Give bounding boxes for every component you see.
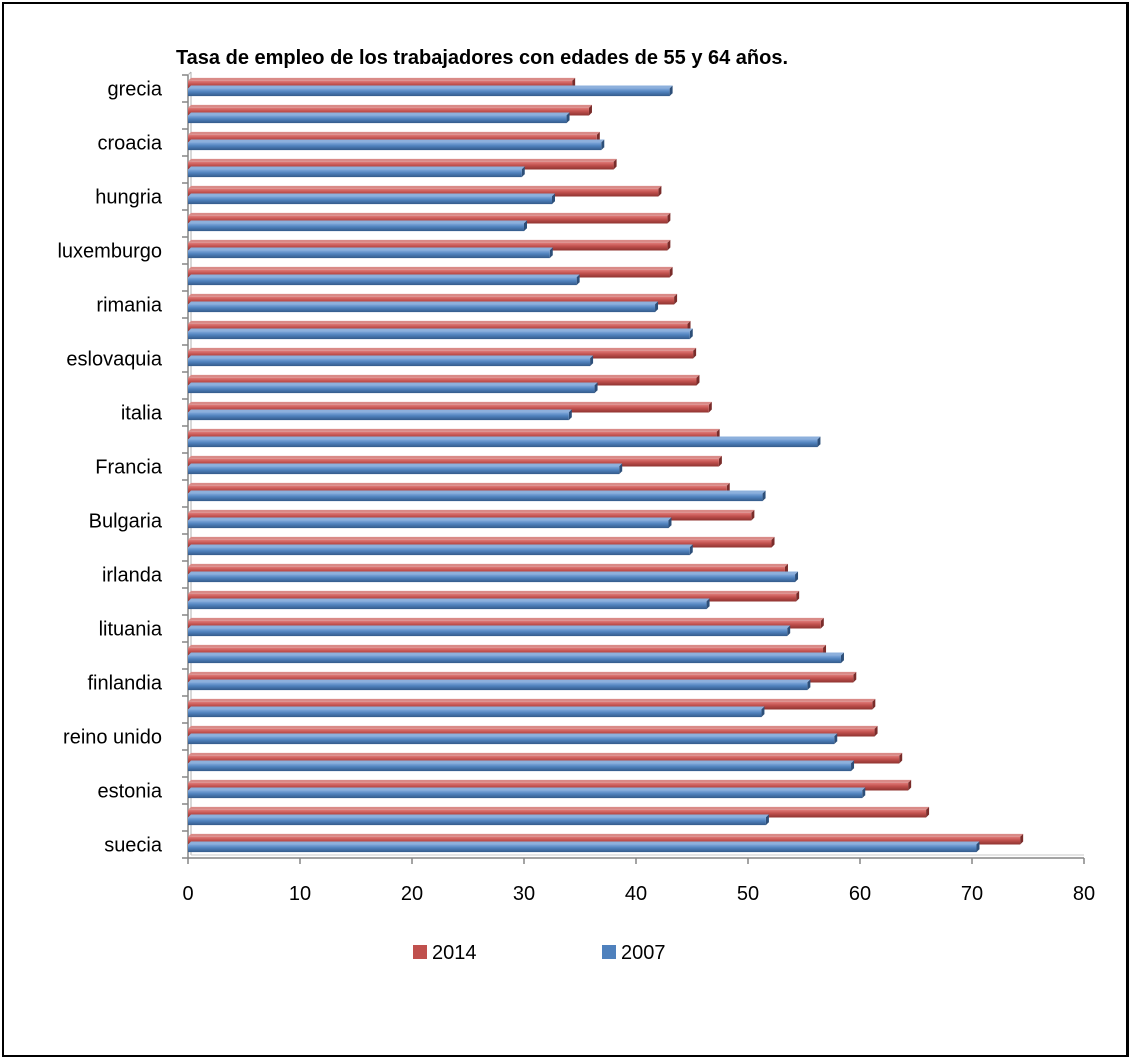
legend-label: 2014 — [432, 942, 477, 964]
bar-2007-17 — [188, 544, 693, 556]
bar-2014-27 — [188, 806, 930, 818]
bar-2007-5 — [188, 220, 527, 232]
bar-2007-21 — [188, 652, 844, 664]
bar-2014-12 — [188, 401, 712, 413]
bar-2007-12 — [188, 409, 572, 421]
bar-2014-22 — [188, 671, 857, 683]
legend-swatch — [602, 945, 616, 959]
legend: 2014 2007 — [413, 942, 666, 964]
bar-2007-4 — [188, 193, 555, 205]
bar-2007-8 — [188, 301, 659, 313]
bar-2007-7 — [188, 274, 580, 286]
bar-2014-8 — [188, 293, 678, 305]
category-label: grecia — [108, 79, 163, 101]
category-label: croacia — [98, 133, 163, 155]
bar-2014-11 — [188, 374, 700, 386]
legend-item-2014: 2014 — [413, 942, 477, 964]
bar-2007-1 — [188, 112, 570, 124]
x-tick-label: 10 — [289, 883, 311, 905]
bar-chart: Tasa de empleo de los trabajadores con e… — [57, 47, 1095, 964]
bar-2014-20 — [188, 617, 824, 629]
category-label: suecia — [104, 835, 163, 857]
bar-2014-16 — [188, 509, 755, 521]
x-tick-label: 80 — [1073, 883, 1095, 905]
bar-2014-24 — [188, 725, 878, 737]
bar-2007-20 — [188, 625, 791, 637]
x-tick-label: 60 — [849, 883, 871, 905]
bar-2007-11 — [188, 382, 598, 394]
bar-2007-22 — [188, 679, 811, 691]
bar-2014-7 — [188, 266, 673, 278]
category-label: lituania — [99, 619, 163, 641]
x-tick-label: 50 — [737, 883, 759, 905]
bar-2014-19 — [188, 590, 800, 602]
legend-item-2007: 2007 — [602, 942, 666, 964]
bar-2007-19 — [188, 598, 710, 610]
bar-2007-23 — [188, 706, 765, 718]
bars — [188, 77, 1024, 853]
bar-2007-3 — [188, 166, 525, 178]
bar-2014-6 — [188, 239, 671, 251]
category-label: irlanda — [102, 565, 163, 587]
bar-2007-0 — [188, 85, 673, 97]
category-label: finlandia — [87, 673, 162, 695]
bar-2014-5 — [188, 212, 671, 224]
bar-2014-4 — [188, 185, 662, 197]
category-labels: grecia croacia hungria luxemburgo rimania esl… — [57, 79, 162, 857]
x-tick-label: 70 — [961, 883, 983, 905]
legend-label: 2007 — [621, 942, 666, 964]
bar-2007-26 — [188, 787, 866, 799]
bar-2014-26 — [188, 779, 912, 791]
bar-2014-18 — [188, 563, 788, 575]
category-label: estonia — [98, 781, 163, 803]
bar-2014-1 — [188, 104, 592, 116]
category-label: rimania — [96, 295, 162, 317]
x-tick-label: 40 — [625, 883, 647, 905]
bar-2007-25 — [188, 760, 855, 772]
category-label: reino unido — [63, 727, 162, 749]
bar-2007-15 — [188, 490, 766, 502]
bar-2007-24 — [188, 733, 838, 745]
category-label: luxemburgo — [57, 241, 162, 263]
bar-2014-14 — [188, 455, 722, 467]
bar-2014-17 — [188, 536, 775, 548]
bar-2007-28 — [188, 841, 980, 853]
bar-2007-18 — [188, 571, 799, 583]
bar-2007-2 — [188, 139, 605, 151]
bar-2007-13 — [188, 436, 821, 448]
category-label: hungria — [95, 187, 163, 209]
chart-title: Tasa de empleo de los trabajadores con e… — [176, 47, 788, 69]
bar-2014-23 — [188, 698, 876, 710]
x-tick-labels: 0 10 20 30 40 50 60 70 80 — [182, 883, 1095, 905]
y-axis-wall-top — [187, 71, 192, 76]
bar-2014-3 — [188, 158, 617, 170]
bar-2014-10 — [188, 347, 697, 359]
legend-swatch — [413, 945, 427, 959]
bar-2007-14 — [188, 463, 623, 475]
bar-2007-9 — [188, 328, 693, 340]
category-label: Francia — [95, 457, 163, 479]
bar-2014-28 — [188, 833, 1024, 845]
x-tick-label: 20 — [401, 883, 423, 905]
category-label: italia — [121, 403, 163, 425]
bar-2007-16 — [188, 517, 672, 529]
category-label: eslovaquia — [66, 349, 163, 371]
category-label: Bulgaria — [89, 511, 163, 533]
bar-2007-10 — [188, 355, 594, 367]
bar-2014-25 — [188, 752, 903, 764]
bar-2007-6 — [188, 247, 553, 259]
bar-2007-27 — [188, 814, 769, 826]
x-tick-label: 30 — [513, 883, 535, 905]
x-tick-label: 0 — [182, 883, 193, 905]
